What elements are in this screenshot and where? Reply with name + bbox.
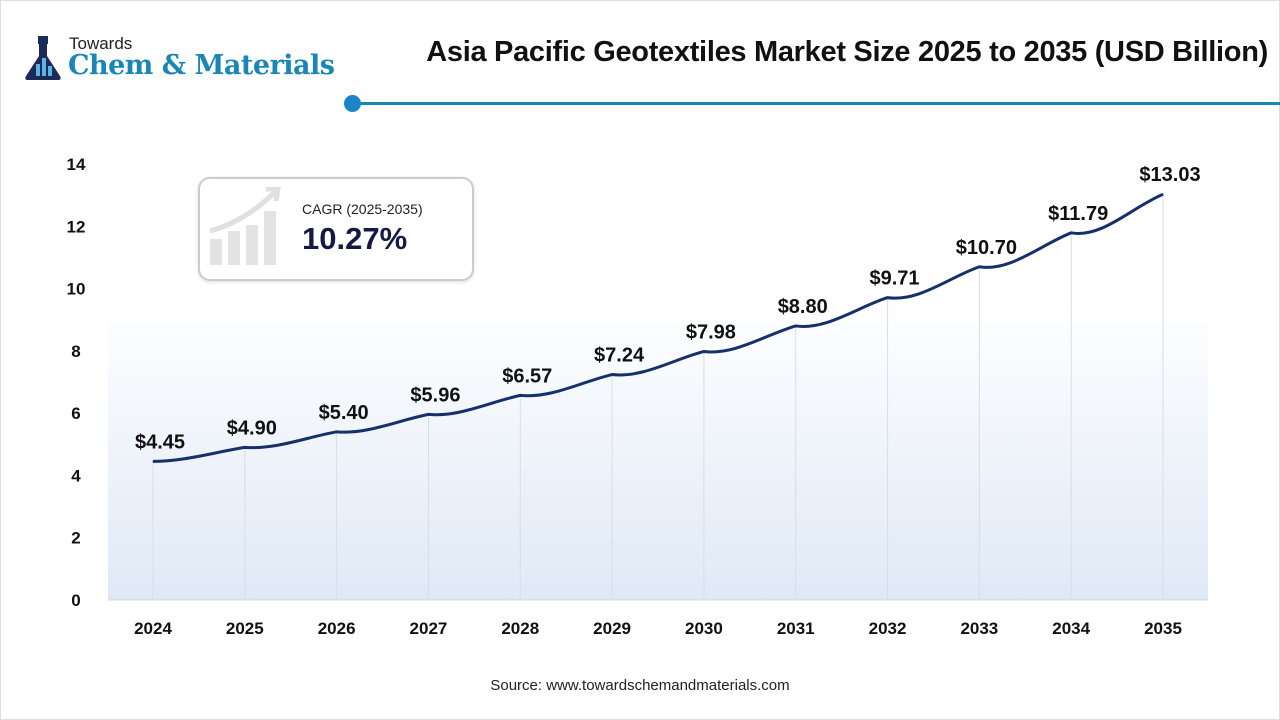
y-tick-label: 10	[67, 280, 86, 299]
data-point	[611, 374, 613, 376]
y-tick-label: 8	[71, 342, 80, 361]
x-tick-label: 2031	[777, 619, 815, 638]
data-point	[795, 325, 797, 327]
data-point	[244, 446, 246, 448]
data-point	[152, 460, 154, 462]
x-tick-label: 2029	[593, 619, 631, 638]
data-label: $8.80	[778, 296, 828, 318]
y-tick-label: 6	[71, 404, 80, 423]
y-tick-label: 2	[71, 529, 80, 548]
series-line	[152, 192, 1164, 463]
chart-title: Asia Pacific Geotextiles Market Size 202…	[426, 36, 1268, 68]
x-tick-label: 2026	[318, 619, 356, 638]
y-tick-label: 0	[71, 591, 80, 610]
x-tick-label: 2035	[1144, 619, 1182, 638]
data-label: $7.98	[686, 321, 736, 343]
data-point	[336, 431, 338, 433]
x-tick-label: 2034	[1052, 619, 1090, 638]
data-point	[1070, 232, 1072, 234]
growth-chart-icon	[209, 187, 281, 265]
x-tick-label: 2028	[501, 619, 539, 638]
x-tick-label: 2032	[869, 619, 907, 638]
x-tick-label: 2024	[134, 619, 172, 638]
data-point	[519, 394, 521, 396]
plot-background	[108, 300, 1208, 600]
data-point	[887, 297, 889, 299]
data-label: $9.71	[870, 268, 920, 290]
data-point	[427, 413, 429, 415]
data-point	[703, 350, 705, 352]
source-note: Source: www.towardschemandmaterials.com	[490, 677, 790, 694]
data-label: $7.24	[594, 345, 645, 367]
title-rule	[352, 102, 1280, 105]
data-point	[1162, 193, 1164, 195]
data-label: $6.57	[502, 365, 552, 387]
logo-towards: Towards	[69, 34, 133, 53]
data-label: $5.40	[319, 402, 369, 424]
x-tick-label: 2025	[226, 619, 264, 638]
data-label: $4.45	[135, 431, 185, 453]
title-rule-dot	[344, 95, 361, 112]
data-label: $4.90	[227, 417, 277, 439]
y-tick-label: 14	[67, 155, 86, 174]
cagr-box: CAGR (2025-2035) 10.27%	[198, 177, 474, 281]
y-tick-label: 4	[71, 466, 81, 485]
flask-icon	[25, 36, 61, 80]
data-label: $10.70	[956, 237, 1017, 259]
data-label: $11.79	[1048, 203, 1108, 225]
logo-brand: Chem & Materials	[68, 50, 335, 81]
x-tick-label: 2027	[410, 619, 448, 638]
data-label: $13.03	[1139, 164, 1200, 186]
data-point	[978, 266, 980, 268]
x-tick-label: 2030	[685, 619, 723, 638]
cagr-value: 10.27%	[302, 221, 408, 256]
x-tick-label: 2033	[960, 619, 998, 638]
y-tick-label: 12	[67, 217, 86, 236]
cagr-label: CAGR (2025-2035)	[302, 201, 423, 217]
data-label: $5.96	[410, 384, 460, 406]
